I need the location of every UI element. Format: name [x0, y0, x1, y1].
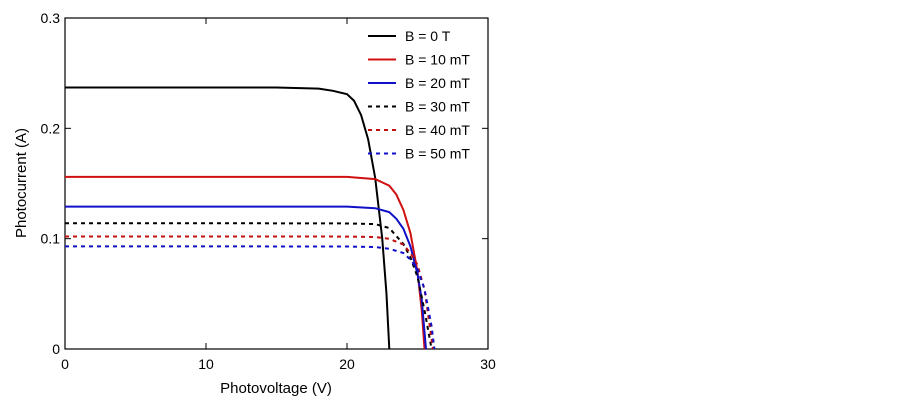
y-tick-label: 0	[52, 341, 60, 357]
series-line-4	[65, 235, 435, 350]
legend-label: B = 40 mT	[405, 122, 470, 138]
y-tick-label: 0.3	[41, 10, 61, 26]
legend-label: B = 20 mT	[405, 75, 470, 91]
series-line-1	[65, 175, 426, 350]
x-tick-label: 0	[61, 356, 69, 372]
series-line-2	[65, 205, 427, 350]
x-axis-label: Photovoltage (V)	[220, 380, 332, 397]
x-tick-label: 20	[339, 356, 355, 372]
plot-frame	[64, 17, 489, 350]
legend: B = 0 T B = 10 mT B = 20 mT B = 30 mT B = 40…	[368, 28, 470, 162]
series-line-5	[65, 245, 436, 350]
series-line-0	[65, 86, 391, 350]
series-line-3	[65, 222, 433, 350]
legend-label: B = 50 mT	[405, 146, 470, 162]
legend-label: B = 30 mT	[405, 99, 470, 115]
x-tick-label: 30	[480, 356, 496, 372]
legend-label: B = 10 mT	[405, 52, 470, 68]
y-tick-label: 0.2	[41, 120, 61, 136]
y-tick-label: 0.1	[41, 231, 61, 247]
y-axis-label: Photocurrent (A)	[13, 128, 30, 238]
x-tick-label: 10	[198, 356, 214, 372]
legend-label: B = 0 T	[405, 28, 451, 44]
